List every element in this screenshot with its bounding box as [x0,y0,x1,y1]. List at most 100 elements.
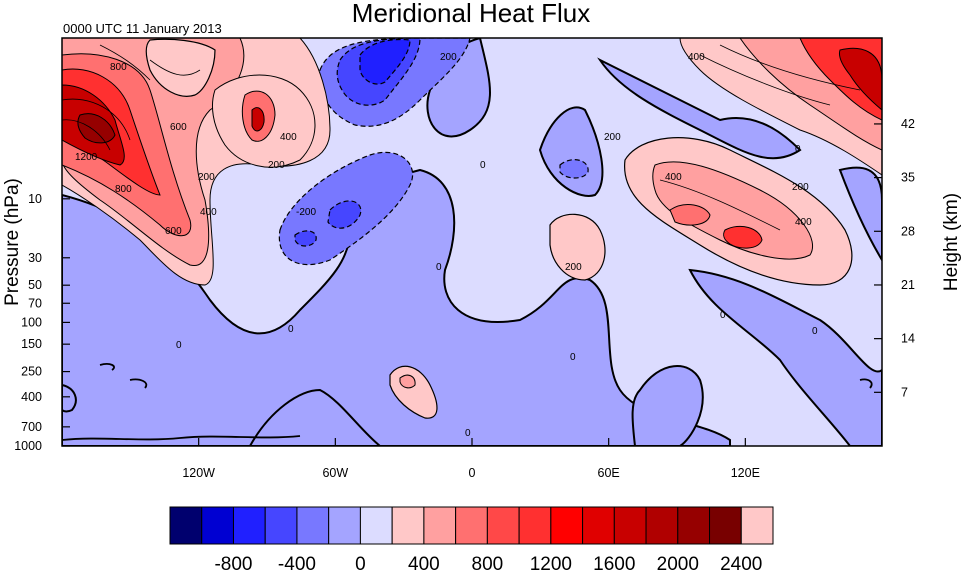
pressure-tick-label: 700 [21,420,42,434]
colorbar-swatch [423,506,457,545]
colorbar-swatch [645,506,679,545]
contour-label: 0 [570,352,576,363]
plot-area: 800 600 1200 800 200 400 600 400 200 -20… [62,38,882,446]
contour-label: 1200 [75,152,98,163]
height-axis: 7 14 21 28 35 42 [874,117,915,399]
negative-region [631,365,704,446]
contour-label: 400 [280,132,297,143]
x-tick-label: 60W [322,466,348,480]
zero-contours [62,363,873,441]
contour-label: 0 [288,324,294,335]
contour-label: 0 [436,262,442,273]
x-tick-label: 0 [469,466,476,480]
contour-label: -200 [296,207,316,218]
y-axis-label-left: Pressure (hPa) [2,178,23,306]
x-tick-label: 120E [731,466,760,480]
colorbar-tick-label: 1200 [530,554,572,571]
chart-subtitle: 0000 UTC 11 January 2013 [63,21,222,36]
contour-label: 400 [688,52,705,63]
positive-region [669,204,711,226]
colorbar-swatch [328,506,361,545]
height-tick-label: 21 [901,278,915,292]
colorbar-swatch [359,506,393,545]
height-tick-label: 35 [901,171,915,185]
positive-region [399,374,416,389]
colorbar-swatch [518,506,552,545]
contour-label: 800 [110,62,127,73]
positive-region [549,213,606,281]
colorbar-swatch [391,506,425,545]
negative-region [597,57,802,160]
pressure-tick-label: 400 [21,390,42,404]
x-tick-label: 120W [182,466,215,480]
y-axis-label-right: Height (km) [941,193,961,291]
pressure-tick-label: 50 [28,278,42,292]
contour-label: 200 [604,132,621,143]
contour-labels: 800 600 1200 800 200 400 600 400 200 -20… [75,52,818,439]
colorbar-tick-label: -800 [214,554,252,571]
contour-label: 200 [198,172,215,183]
colorbar-tick-label: 2400 [720,554,762,571]
positive-region [723,225,763,249]
pressure-tick-label: 1000 [14,439,42,453]
x-axis: 120W 60W 0 60E 120E [182,438,760,480]
colorbar-tick-label: 400 [408,554,440,571]
height-tick-label: 28 [901,224,915,238]
pressure-tick-label: 250 [21,365,42,379]
negative-region [327,200,362,229]
colorbar-swatch [201,506,234,545]
colorbar-swatch [677,506,711,545]
contour-label: 800 [115,184,132,195]
height-tick-label: 14 [901,332,915,346]
colorbar: -800 -400 0 400 800 1200 1600 2000 2400 [169,506,774,571]
colorbar-swatch [455,506,488,545]
colorbar-swatch [740,506,774,545]
x-tick-label: 60E [598,466,620,480]
colorbar-tick-label: 2000 [657,554,699,571]
contour-label: 200 [268,160,285,171]
colorbar-swatch [709,506,742,545]
colorbar-swatch [486,506,520,545]
negative-region [62,168,731,446]
positive-region [251,107,265,132]
contour-label: 0 [465,428,471,439]
height-tick-label: 7 [901,385,908,399]
chart-title: Meridional Heat Flux [352,0,590,28]
contour-label: 200 [792,182,809,193]
positive-region [145,38,216,97]
contour-label: 600 [170,122,187,133]
pressure-tick-label: 10 [28,192,42,206]
positive-region [839,47,882,111]
negative-region [294,230,317,247]
colorbar-swatch [296,506,330,545]
colorbar-swatch [264,506,298,545]
contour-label: 200 [440,52,457,63]
negative-region [62,383,77,413]
contour-label: 0 [480,160,486,171]
negative-region [838,166,882,262]
contour-label: 400 [665,172,682,183]
colorbar-swatch [232,506,266,545]
contour-label: 400 [795,217,812,228]
contour-label: 400 [200,207,217,218]
negative-region [688,268,882,446]
colorbar-swatch [613,506,647,545]
colorbar-swatch [550,506,584,545]
contour-label: 600 [165,226,182,237]
pressure-tick-label: 150 [21,337,42,351]
colorbar-swatch [582,506,615,545]
pressure-tick-label: 70 [28,296,42,310]
contour-label: 200 [565,262,582,273]
contour-label: 0 [795,144,801,155]
pressure-axis: 10 30 50 70 100 150 250 400 700 1000 [14,192,70,453]
contour-label: 0 [720,310,726,321]
pressure-tick-label: 100 [21,315,42,329]
colorbar-swatch [169,506,203,545]
negative-region [559,159,589,179]
positive-region [652,161,813,260]
colorbar-tick-label: 800 [472,554,504,571]
contour-label: 0 [812,326,818,337]
colorbar-tick-label: 0 [355,554,366,571]
negative-region [248,388,382,446]
